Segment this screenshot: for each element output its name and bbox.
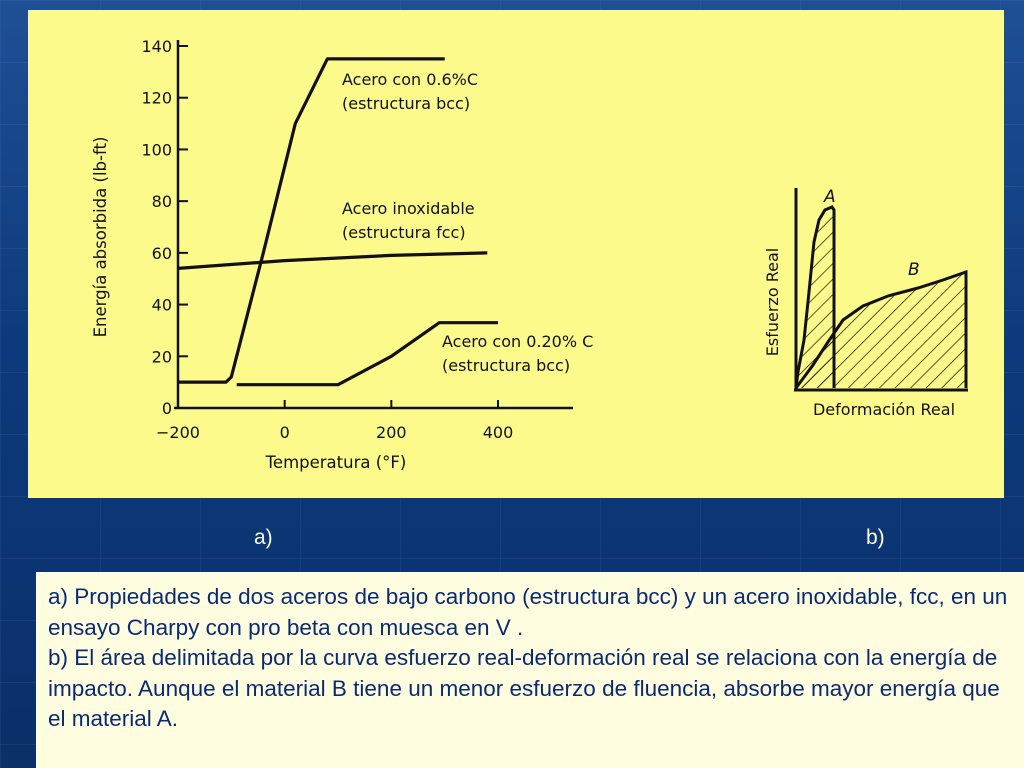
x-tick-label: −200 [156,423,200,442]
y-tick-label: 20 [152,347,172,366]
curve-b [794,269,968,389]
figure-svg: 0 20 40 60 80 100 120 140 −200 0 200 400 Energía a… [91,37,968,472]
area-a [796,207,834,388]
series-line-3 [236,321,498,387]
caption-box: a) Propiedades de dos aceros de bajo car… [36,572,1024,768]
x-axis-label-b: Deformación Real [813,400,955,419]
caption-line-b: b) El área delimitada por la curva esfue… [48,645,1000,731]
y-tick-label: 60 [152,244,172,263]
x-tick-label: 400 [483,423,514,442]
series-annotation-2: (estructura fcc) [342,223,466,242]
stress-strain-chart: A B Esfuerzo Real Deformación Real [763,187,968,419]
x-axis-label: Temperatura (°F) [265,453,407,472]
series-label-a: A [823,187,836,207]
panel-label-b: b) [866,526,885,549]
curve-a [794,205,836,389]
series-label-b: B [908,260,920,280]
series-annotation-1: (estructura bcc) [342,94,470,113]
x-tick-label: 200 [376,423,407,442]
y-axis-label-b: Esfuerzo Real [763,248,782,356]
y-tick-label: 100 [141,140,172,159]
series-annotation-2: Acero inoxidable [342,199,475,218]
y-tick-label: 40 [152,296,172,315]
y-tick-label: 0 [162,399,172,418]
charpy-chart: 0 20 40 60 80 100 120 140 −200 0 200 400 Energía a… [91,37,593,472]
panel-label-a: a) [254,526,273,549]
x-tick-label: 0 [280,423,290,442]
series-line-1 [178,57,445,384]
y-tick-label: 80 [152,192,172,211]
figure-panel: 0 20 40 60 80 100 120 140 −200 0 200 400 Energía a… [28,10,1004,498]
series-line-2 [177,251,488,270]
caption-line-a: a) Propiedades de dos aceros de bajo car… [48,584,1008,640]
series-annotation-1: Acero con 0.6%C [342,70,478,89]
y-tick-label: 120 [141,89,172,108]
series-annotation-3: Acero con 0.20% C [442,332,593,351]
y-axis-label: Energía absorbida (lb-ft) [91,137,110,338]
series-annotation-3: (estructura bcc) [442,356,570,375]
y-tick-label: 140 [141,37,172,56]
area-b [796,272,966,388]
